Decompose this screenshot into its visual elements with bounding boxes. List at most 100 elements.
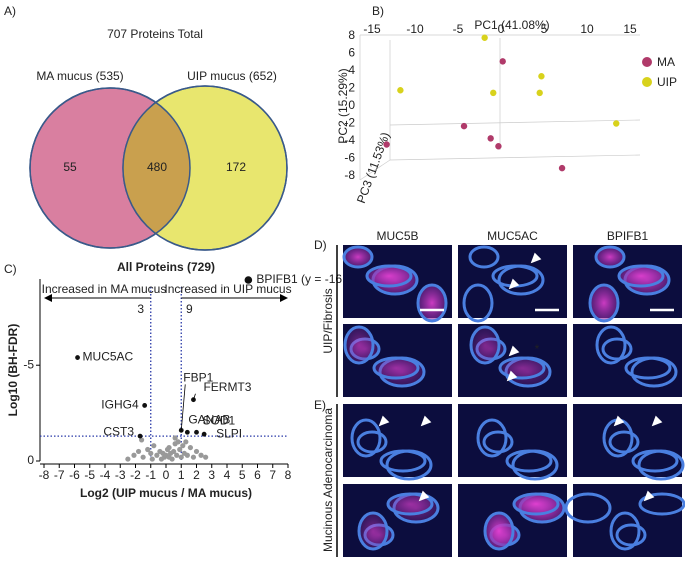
point: [125, 456, 131, 462]
arrow-marker: [651, 415, 663, 427]
point: [139, 437, 145, 443]
row-label: UIP/Fibrosis: [321, 288, 335, 353]
annotation: Increased in UIP mucus: [164, 282, 291, 296]
legend-label: MA: [657, 55, 675, 69]
x-tick-label: 8: [285, 468, 292, 482]
tissue: [356, 430, 388, 454]
y-tick-label: -5: [23, 357, 34, 371]
point-label: SLPI: [216, 426, 242, 440]
point: [499, 58, 506, 65]
tissue: [469, 325, 501, 365]
x-tick-label: -5: [453, 22, 464, 36]
x-tick-label: -3: [115, 468, 126, 482]
tissue: [601, 337, 633, 361]
chart-title: All Proteins (729): [117, 260, 215, 274]
legend-label: UIP: [657, 75, 677, 89]
micrograph: [458, 404, 567, 481]
tissue: [343, 325, 375, 365]
set-outline: [122, 85, 288, 251]
tissue: [631, 449, 679, 473]
x-tick-label: 6: [254, 468, 261, 482]
point-label: MUC5AC: [83, 350, 134, 364]
point-label: BPIFB1 (y = -16.4): [256, 272, 356, 286]
y-tick-label: 8: [348, 28, 355, 42]
x-tick-label: 0: [498, 22, 505, 36]
y-tick-label: -2: [344, 116, 355, 130]
micrograph: [343, 484, 452, 557]
point-label: IGHG4: [101, 398, 139, 412]
micrograph-bg: [343, 404, 452, 477]
set-label: MA mucus (535): [36, 69, 123, 83]
tissue: [462, 283, 494, 323]
legend-swatch: [642, 77, 652, 87]
point: [131, 452, 137, 458]
tissue: [365, 264, 413, 288]
venn-title: 707 Proteins Total: [107, 27, 203, 41]
row-label: Mucinous Adenocarcinoma: [321, 408, 335, 552]
y-axis-label: PC2 (15.29%): [336, 68, 350, 143]
panel-label: C): [4, 262, 17, 276]
x-tick-label: 2: [193, 468, 200, 482]
tissue: [617, 264, 665, 288]
arrow-marker: [508, 345, 520, 357]
x-tick-label: -7: [54, 468, 65, 482]
x-tick-label: 7: [269, 468, 276, 482]
tissue: [350, 418, 382, 458]
tissue: [379, 449, 427, 473]
point: [538, 73, 545, 80]
labeled-point: [142, 403, 148, 408]
pca-axes-box: [359, 34, 641, 181]
tissue: [624, 356, 672, 380]
arrow-marker: [643, 490, 655, 502]
x-tick-label: -4: [100, 468, 111, 482]
point: [180, 443, 186, 449]
set-outline: [29, 87, 191, 249]
leader-line: [180, 384, 186, 431]
y-tick-label: -8: [344, 168, 355, 182]
tissue: [482, 430, 514, 454]
annotation: *: [535, 342, 540, 356]
point: [183, 439, 189, 445]
x-axis-label: PC1 (41.08%): [474, 18, 549, 32]
point: [172, 435, 178, 441]
point: [558, 164, 566, 172]
micrograph: [343, 404, 452, 481]
point: [383, 141, 390, 148]
micrograph: [564, 484, 685, 557]
arrow-marker: [613, 415, 625, 427]
point: [169, 456, 175, 462]
point: [178, 454, 184, 460]
point: [145, 446, 151, 453]
point: [187, 444, 193, 451]
tissue: [468, 245, 500, 269]
tissue: [342, 245, 374, 269]
arrow-marker: [508, 278, 520, 290]
micrograph: [343, 324, 452, 397]
x-tick-label: -5: [84, 468, 95, 482]
point-label: FERMT3: [203, 380, 251, 394]
point: [203, 454, 209, 460]
x-tick-label: -8: [39, 468, 50, 482]
arrow-marker: [506, 370, 518, 382]
column-label: BPIFB1: [607, 229, 649, 243]
x-tick-label: -15: [363, 22, 381, 36]
point: [193, 448, 200, 455]
point: [151, 443, 157, 449]
y-tick-label: 6: [348, 46, 355, 60]
x-tick-label: 5: [239, 468, 246, 482]
panel-label: E): [314, 398, 326, 412]
point: [171, 448, 177, 455]
x-tick-label: -2: [130, 468, 141, 482]
point: [177, 446, 183, 453]
point-label: CST3: [103, 424, 134, 438]
annotation: 9: [186, 302, 193, 316]
micrograph: [573, 324, 682, 397]
point-label: GANAB: [188, 412, 230, 426]
column-label: MUC5B: [376, 229, 418, 243]
tissue: [615, 523, 647, 547]
labeled-point: [194, 429, 199, 435]
point: [481, 34, 488, 41]
point: [198, 452, 204, 458]
labeled-point: [75, 355, 80, 360]
